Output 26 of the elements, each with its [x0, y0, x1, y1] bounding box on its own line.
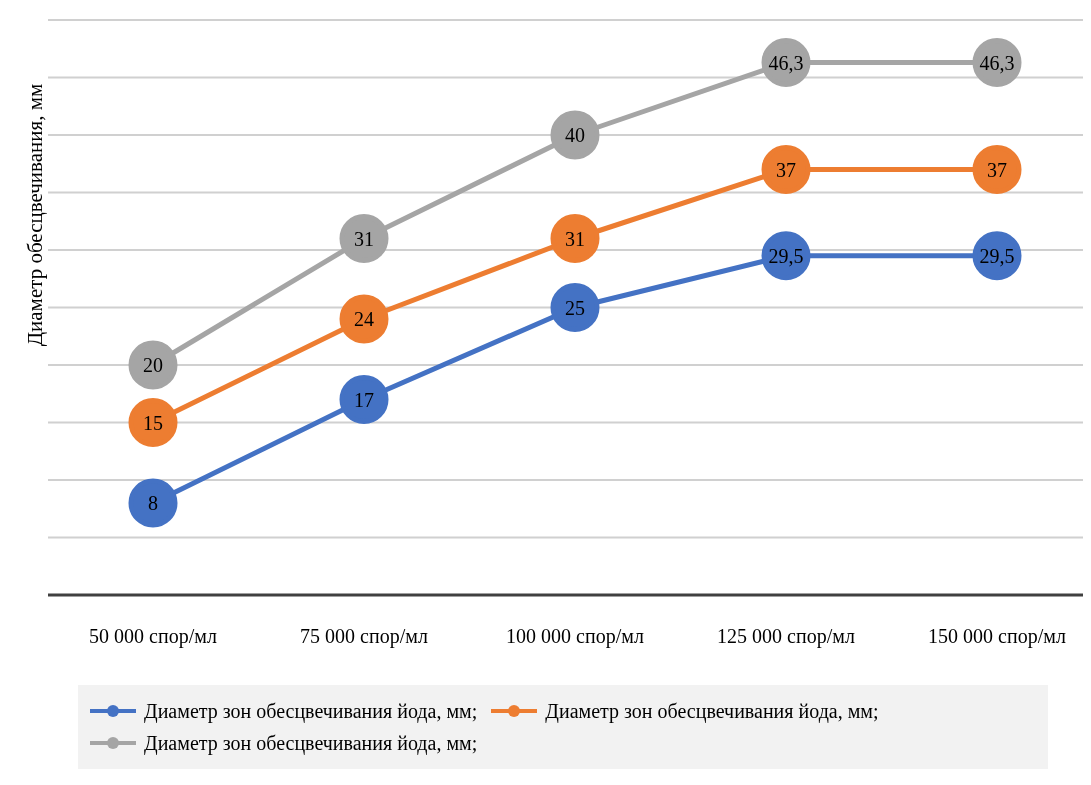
data-label: 25: [565, 296, 585, 319]
data-label: 20: [143, 354, 163, 376]
data-label: 46,3: [979, 51, 1015, 74]
data-label: 17: [354, 388, 374, 411]
data-label: 31: [565, 227, 585, 250]
x-tick-label: 125 000 спор/мл: [717, 625, 855, 649]
x-tick-label: 100 000 спор/мл: [506, 625, 644, 649]
legend-label: Диаметр зон обесцвечивания йода, мм;: [545, 699, 879, 725]
data-label: 8: [148, 492, 158, 514]
point: [128, 478, 178, 528]
data-label: 37: [776, 158, 796, 181]
data-label: 24: [354, 308, 374, 330]
data-label: 29,5: [979, 244, 1015, 267]
legend-label: Диаметр зон обесцвечивания йода, мм;: [144, 699, 478, 725]
x-tick-label: 50 000 спор/мл: [89, 625, 217, 649]
x-tick-label: 150 000 спор/мл: [928, 625, 1066, 649]
data-label: 37: [987, 158, 1007, 181]
data-label: 29,5: [768, 244, 804, 267]
data-label: 46,3: [768, 51, 804, 74]
data-label: 40: [565, 124, 585, 146]
x-tick-label: 75 000 спор/мл: [300, 625, 428, 649]
point: [128, 398, 178, 447]
data-label: 31: [354, 227, 374, 250]
y-axis-title: Диаметр обесцвечивания, мм: [22, 83, 47, 347]
legend-label: Диаметр зон обесцвечивания йода, мм;: [144, 731, 478, 757]
data-label: 15: [143, 411, 163, 434]
